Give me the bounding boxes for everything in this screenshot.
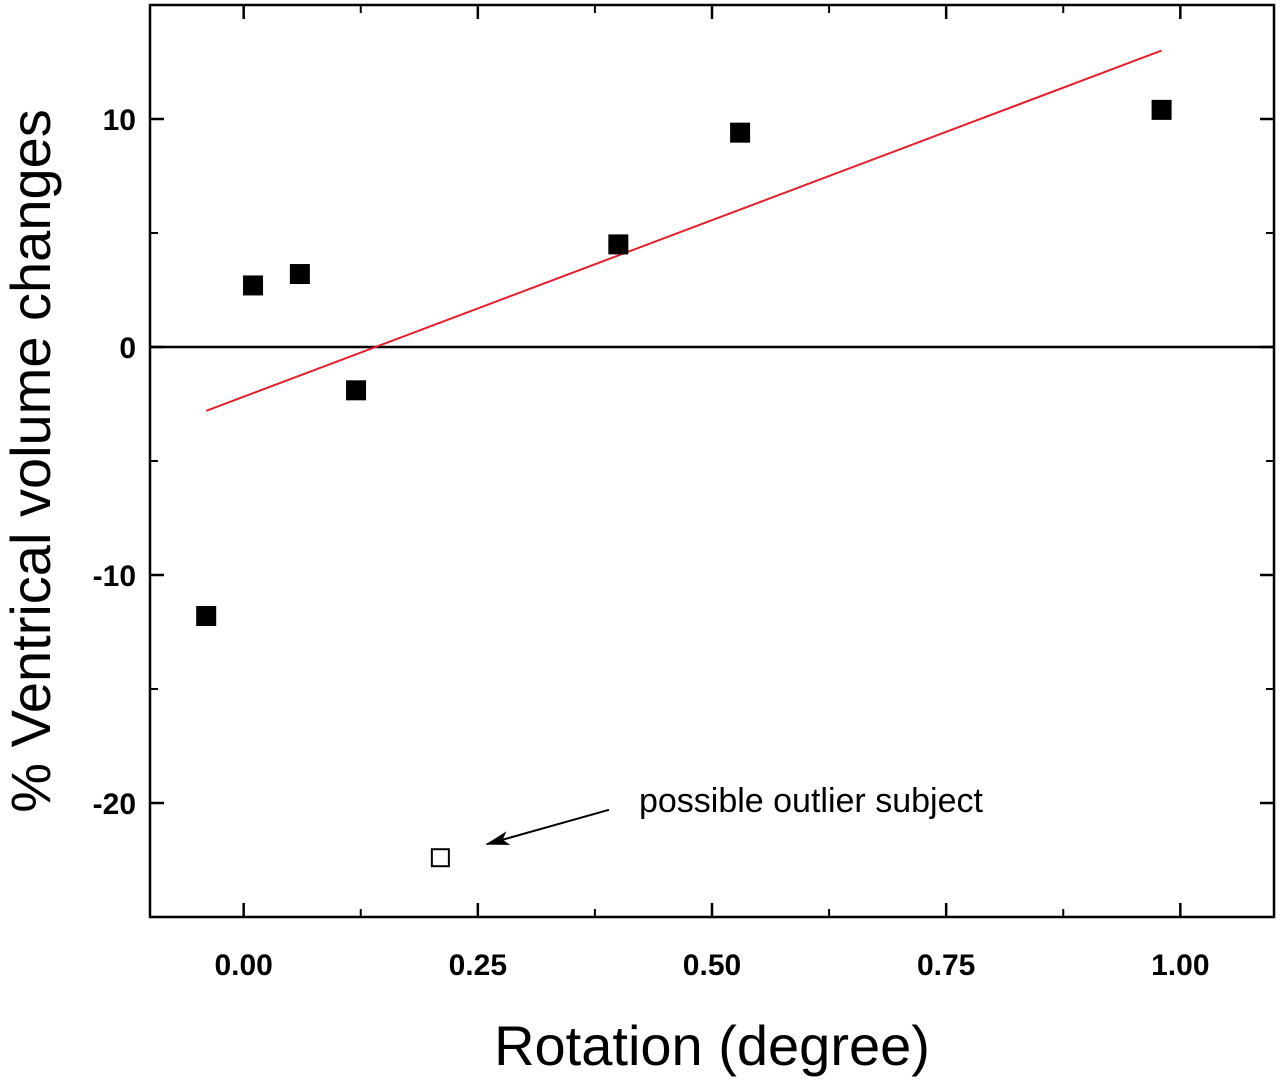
outlier-point — [430, 848, 450, 868]
data-point — [289, 264, 310, 285]
data-point — [346, 380, 367, 401]
y-tick-label: 0 — [119, 332, 136, 365]
y-tick-label: 10 — [103, 104, 136, 137]
x-tick-label: 0.00 — [214, 949, 272, 982]
x-tick-label: 1.00 — [1151, 949, 1209, 982]
data-point — [730, 122, 751, 143]
annotation-arrow — [485, 808, 610, 846]
x-tick-label: 0.50 — [683, 949, 741, 982]
fit-line — [205, 49, 1162, 412]
plot-frame — [148, 3, 1276, 919]
x-axis-ticks: 0.00 0.25 0.50 0.75 1.00 — [214, 5, 1210, 982]
y-axis-ticks: -20 -10 0 10 — [93, 4, 1274, 918]
x-axis-title: Rotation (degree) — [494, 1014, 930, 1077]
y-tick-label: -20 — [93, 788, 136, 821]
data-points — [196, 99, 1172, 868]
data-point — [608, 234, 629, 255]
y-axis-title: % Ventrical volume changes — [0, 109, 62, 813]
fit-line-layer — [205, 49, 1162, 412]
annotation-layer: possible outlier subject — [485, 782, 984, 846]
y-tick-label: -10 — [93, 560, 136, 593]
x-tick-label: 0.75 — [917, 949, 975, 982]
data-point — [1151, 99, 1172, 120]
data-point — [196, 606, 217, 627]
annotation-label: possible outlier subject — [639, 782, 984, 820]
x-tick-label: 0.25 — [449, 949, 507, 982]
data-point — [243, 275, 264, 296]
